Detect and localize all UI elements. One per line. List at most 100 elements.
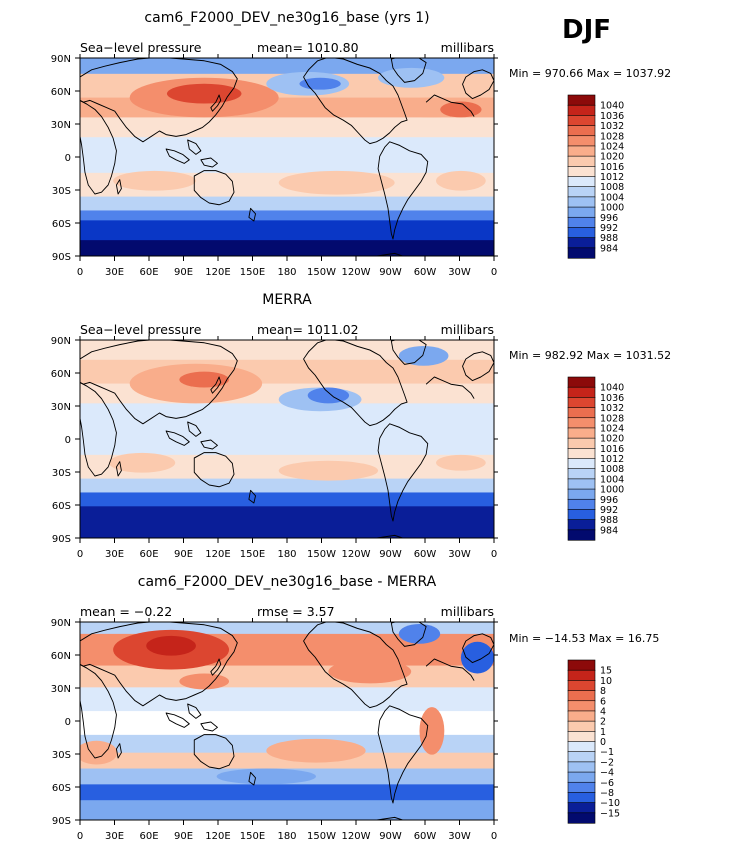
map-panel-1: cam6_F2000_DEV_ne30g16_base (yrs 1) Sea−l… [51, 10, 671, 278]
contour-band [80, 403, 494, 424]
lon-tick-label: 150W [307, 549, 336, 560]
lon-tick-label: 120E [205, 267, 230, 278]
contour-band [80, 210, 494, 221]
colorbar-label: 1016 [600, 162, 624, 173]
colorbar-box [567, 417, 596, 429]
colorbar-box [567, 781, 596, 794]
contour-band [80, 784, 494, 801]
lon-tick-label: 90W [379, 831, 402, 842]
colorbar-box [567, 145, 596, 157]
lon-tick-label: 30E [105, 549, 124, 560]
lon-tick-label: 0 [77, 831, 83, 842]
colorbar-label: −2 [600, 757, 614, 768]
colorbar-label: 1028 [600, 413, 624, 424]
lon-tick-label: 150W [307, 267, 336, 278]
contour-band [80, 196, 494, 211]
colorbar-label: 1020 [600, 152, 624, 163]
contour-band [80, 752, 494, 770]
colorbar-label: 0 [600, 737, 606, 748]
lon-tick-label: 30E [105, 831, 124, 842]
colorbar-label: −4 [600, 768, 614, 779]
colorbar-label: 6 [600, 696, 606, 707]
lat-tick-label: 30N [51, 684, 71, 695]
colorbar: 1040103610321028102410201016101210081004… [567, 376, 624, 541]
lat-tick-label: 30N [51, 402, 71, 413]
lon-tick-label: 150W [307, 831, 336, 842]
lat-tick-label: 60S [52, 219, 71, 230]
colorbar-label: 988 [600, 233, 618, 244]
colorbar-label: 996 [600, 495, 618, 506]
contour-field [80, 340, 494, 538]
lon-tick-label: 60E [139, 831, 158, 842]
colorbar-box [567, 237, 596, 249]
left-label: Sea−level pressure [80, 40, 202, 55]
lon-tick-label: 0 [77, 549, 83, 560]
colorbar-box [567, 690, 596, 702]
contour-band [80, 423, 494, 456]
colorbar-box [567, 115, 596, 127]
colorbar-box [567, 247, 596, 259]
lon-tick-label: 150E [240, 267, 265, 278]
panel-title: cam6_F2000_DEV_ne30g16_base (yrs 1) [144, 10, 429, 26]
contour-feature [80, 740, 118, 765]
colorbar-label: −15 [600, 808, 620, 819]
colorbar-box [567, 771, 596, 783]
panel-title: MERRA [262, 292, 312, 308]
colorbar-label: 10 [600, 676, 612, 687]
lat-tick-label: 0 [65, 435, 71, 446]
contour-band [80, 492, 494, 507]
contour-feature [166, 83, 242, 104]
lat-tick-label: 60S [52, 783, 71, 794]
colorbar-box [567, 376, 596, 388]
colorbar-label: 1016 [600, 444, 624, 455]
colorbar-label: 988 [600, 515, 618, 526]
colorbar-label: 1032 [600, 403, 624, 414]
lon-tick-label: 120W [342, 267, 371, 278]
minmax-label: Min = 982.92 Max = 1031.52 [509, 349, 671, 362]
lon-tick-label: 0 [491, 831, 497, 842]
lon-tick-label: 0 [491, 267, 497, 278]
colorbar-label: 1004 [600, 192, 624, 203]
contour-feature [179, 371, 230, 388]
colorbar-box [567, 498, 596, 511]
left-label: Sea−level pressure [80, 322, 202, 337]
colorbar-label: 1000 [600, 203, 624, 214]
lat-tick-label: 90S [52, 816, 71, 827]
lat-tick-label: 90N [51, 54, 71, 65]
colorbar-box [567, 104, 596, 116]
colorbar-box [567, 468, 596, 480]
center-label: rmse = 3.57 [257, 604, 335, 619]
colorbar-label: 1012 [600, 172, 624, 183]
colorbar-box [567, 155, 596, 167]
season-label: DJF [562, 15, 611, 45]
lon-tick-label: 180 [277, 831, 296, 842]
colorbar-box [567, 669, 596, 681]
colorbar-label: 2 [600, 717, 606, 728]
colorbar-box [567, 659, 596, 671]
colorbar-box [567, 478, 596, 490]
lon-tick-label: 30W [448, 267, 471, 278]
contour-field [80, 622, 494, 820]
map-panel-2: MERRA Sea−level pressure mean= 1011.02 mill… [51, 292, 671, 560]
colorbar-box [567, 519, 596, 531]
contour-band [80, 340, 494, 361]
contour-feature [307, 387, 350, 404]
colorbar-label: 1004 [600, 474, 624, 485]
lat-tick-label: 90S [52, 252, 71, 263]
colorbar-box [567, 135, 596, 147]
lat-tick-label: 90N [51, 336, 71, 347]
contour-feature [216, 768, 316, 785]
colorbar-label: 1000 [600, 485, 624, 496]
lon-tick-label: 120W [342, 549, 371, 560]
contour-feature [113, 170, 196, 191]
center-label: mean= 1011.02 [257, 322, 359, 337]
colorbar-box [567, 125, 596, 137]
lon-tick-label: 150E [240, 549, 265, 560]
colorbar-box [567, 731, 596, 743]
contour-feature [328, 659, 412, 684]
lon-tick-label: 0 [491, 549, 497, 560]
lon-tick-label: 90E [174, 831, 193, 842]
colorbar-label: 1008 [600, 182, 624, 193]
